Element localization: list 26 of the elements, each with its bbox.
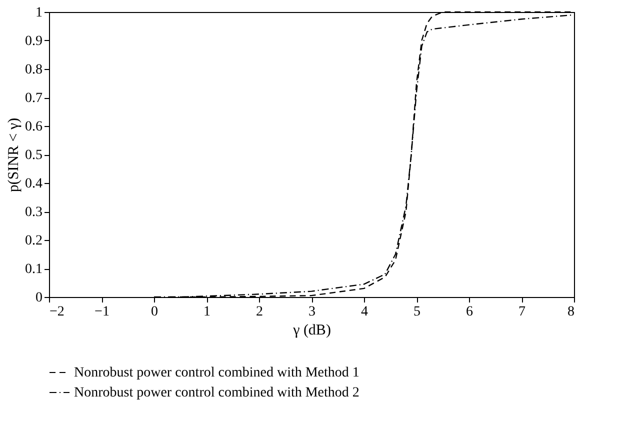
- y-tick-label: 0.4: [25, 176, 42, 192]
- y-tick-label: 0.7: [25, 91, 42, 106]
- y-axis-title: p(SINR < γ): [6, 118, 22, 192]
- x-axis-title: γ (dB): [292, 322, 331, 338]
- y-tick-label: 0.2: [25, 234, 42, 248]
- x-tick-label: 8: [568, 304, 574, 320]
- x-tick-label: 1: [204, 304, 210, 320]
- y-tick-label: 0.3: [25, 205, 42, 220]
- y-tick-label: 0: [36, 290, 42, 306]
- y-tick-label: 0.9: [25, 34, 42, 49]
- y-tick-label: 0.1: [25, 262, 42, 277]
- x-tick-label: 2: [256, 304, 263, 320]
- legend-label: Nonrobust power control combined with Method 1: [74, 366, 360, 380]
- x-tick-label: −1: [94, 304, 110, 320]
- y-tick-label: 0.6: [25, 120, 42, 134]
- legend-label: Nonrobust power control combined with Method 2: [74, 386, 360, 400]
- y-tick-label: 0.8: [25, 62, 42, 78]
- x-tick-label: 3: [308, 304, 316, 320]
- x-tick-label: 4: [361, 304, 368, 320]
- x-tick-label: −2: [50, 304, 64, 320]
- y-tick-label: 1: [36, 6, 42, 20]
- x-tick-label: 5: [414, 304, 420, 320]
- x-tick-label: 7: [518, 304, 526, 320]
- x-tick-label: 0: [151, 304, 158, 320]
- x-tick-label: 6: [466, 304, 473, 320]
- y-tick-label: 0.5: [25, 148, 42, 163]
